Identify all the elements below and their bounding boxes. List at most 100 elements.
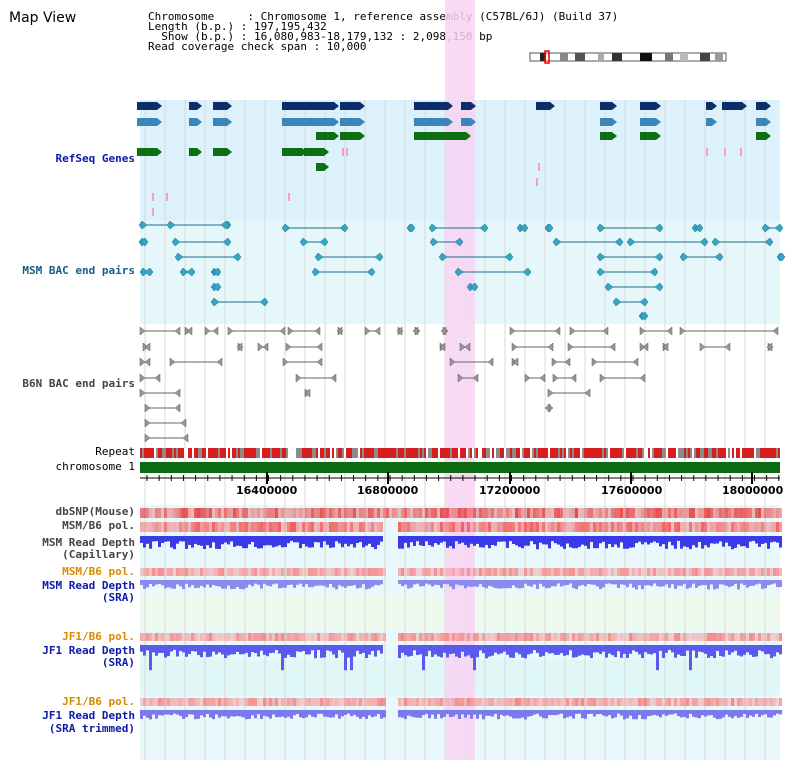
track-label-msm-depth-cap[interactable]: MSM Read Depth xyxy=(42,536,135,549)
repeat-segment xyxy=(240,448,242,458)
heat-segment xyxy=(518,508,521,518)
heat-segment xyxy=(344,568,347,576)
repeat-segment xyxy=(264,448,266,458)
depth-bar xyxy=(545,536,548,545)
track-label-b6n-bac[interactable]: B6N BAC end pairs xyxy=(22,377,135,390)
depth-bar xyxy=(542,580,545,587)
depth-bar xyxy=(458,536,461,544)
depth-bar xyxy=(263,580,266,584)
header-show-range: Show (b.p.) : 16,080,983-18,179,132 : 2,… xyxy=(148,30,493,43)
heat-segment xyxy=(527,508,530,518)
track-label-msm-b6-pol-1[interactable]: MSM/B6 pol. xyxy=(62,519,135,532)
track-label-jf1-b6-pol-2[interactable]: JF1/B6 pol. xyxy=(62,695,135,708)
heat-segment xyxy=(335,522,338,532)
heat-segment xyxy=(695,698,698,706)
heat-segment xyxy=(413,522,416,532)
bac-end xyxy=(554,326,561,336)
heat-segment xyxy=(533,568,536,576)
repeat-segment xyxy=(512,448,514,458)
depth-bar xyxy=(581,645,584,655)
heat-segment xyxy=(539,633,542,641)
depth-bar xyxy=(422,645,425,671)
track-label-jf1-depth-sra[interactable]: JF1 Read Depth xyxy=(42,644,135,657)
depth-bar xyxy=(695,710,698,718)
repeat-segment xyxy=(152,448,154,458)
heat-segment xyxy=(368,522,371,532)
depth-bar xyxy=(716,536,719,544)
heat-segment xyxy=(698,508,701,518)
heat-segment xyxy=(254,522,257,532)
depth-bar xyxy=(551,710,554,716)
depth-bar xyxy=(746,645,749,653)
heat-segment xyxy=(572,522,575,532)
depth-bar xyxy=(251,645,254,652)
heat-segment xyxy=(710,522,713,532)
heat-segment xyxy=(506,633,509,641)
heat-segment xyxy=(473,633,476,641)
heat-segment xyxy=(617,522,620,532)
depth-bar xyxy=(455,645,458,657)
heat-segment xyxy=(386,508,389,518)
depth-bar xyxy=(296,580,299,585)
depth-bar xyxy=(353,536,356,548)
depth-bar xyxy=(476,580,479,587)
heat-segment xyxy=(341,568,344,576)
depth-bar xyxy=(485,710,488,716)
heat-segment xyxy=(494,508,497,518)
heat-segment xyxy=(755,568,758,576)
heat-segment xyxy=(524,508,527,518)
heat-segment xyxy=(179,522,182,532)
heat-segment xyxy=(524,633,527,641)
heat-segment xyxy=(257,568,260,576)
track-label-msm-bac[interactable]: MSM BAC end pairs xyxy=(22,264,135,277)
depth-bar xyxy=(440,645,443,658)
repeat-segment xyxy=(426,448,428,458)
heat-segment xyxy=(605,633,608,641)
track-label-dbsnp[interactable]: dbSNP(Mouse) xyxy=(55,505,135,518)
repeat-segment xyxy=(554,448,556,458)
heat-segment xyxy=(644,698,647,706)
heat-segment xyxy=(314,522,317,532)
heat-segment xyxy=(374,508,377,518)
heat-segment xyxy=(323,633,326,641)
heat-segment xyxy=(191,633,194,641)
ideogram-band xyxy=(612,53,622,61)
depth-bar xyxy=(524,536,527,546)
heat-segment xyxy=(215,698,218,706)
depth-bar xyxy=(764,645,767,655)
track-label-msm-b6-pol-2[interactable]: MSM/B6 pol. xyxy=(62,565,135,578)
bac-end xyxy=(654,282,664,292)
heat-segment xyxy=(140,522,143,532)
depth-bar xyxy=(203,536,206,549)
heat-segment xyxy=(683,508,686,518)
track-label-msm-depth-sra[interactable]: MSM Read Depth xyxy=(42,579,135,592)
depth-bar xyxy=(209,536,212,548)
track-label-jf1-depth-trim[interactable]: JF1 Read Depth xyxy=(42,709,135,722)
heat-segment xyxy=(743,633,746,641)
depth-bar xyxy=(518,536,521,547)
depth-bar xyxy=(170,580,173,589)
depth-bar xyxy=(188,710,191,715)
depth-bar xyxy=(227,580,230,586)
depth-bar xyxy=(590,580,593,585)
gene-arrow xyxy=(334,132,339,140)
depth-bar xyxy=(266,645,269,657)
track-label-refseq[interactable]: RefSeq Genes xyxy=(55,152,135,165)
depth-bar xyxy=(509,710,512,717)
heat-segment xyxy=(707,633,710,641)
heat-segment xyxy=(656,633,659,641)
repeat-segment xyxy=(382,448,384,458)
heat-segment xyxy=(680,568,683,576)
repeat-segment xyxy=(590,448,592,458)
depth-bar xyxy=(293,580,296,588)
depth-bar xyxy=(308,580,311,588)
heat-segment xyxy=(164,633,167,641)
heat-segment xyxy=(461,522,464,532)
heat-segment xyxy=(638,508,641,518)
heat-segment xyxy=(533,508,536,518)
repeat-segment xyxy=(532,448,534,458)
heat-segment xyxy=(191,508,194,518)
track-label-jf1-b6-pol-1[interactable]: JF1/B6 pol. xyxy=(62,630,135,643)
depth-bar xyxy=(173,645,176,650)
